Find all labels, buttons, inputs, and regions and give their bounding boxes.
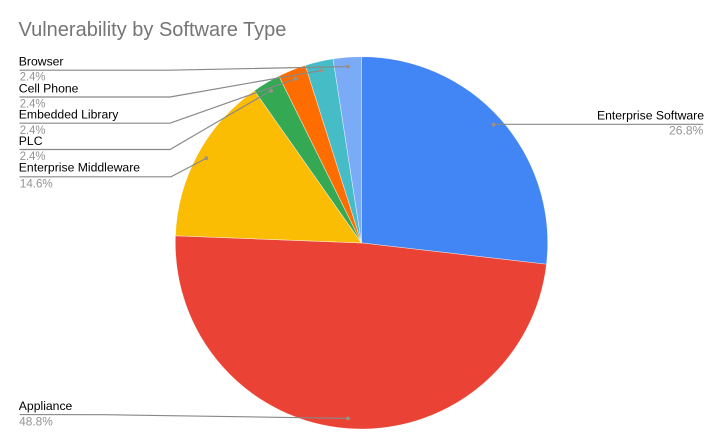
- svg-text:2.4%: 2.4%: [20, 151, 46, 163]
- svg-text:Appliance: Appliance: [19, 399, 73, 413]
- svg-text:Browser: Browser: [19, 55, 64, 69]
- svg-text:Enterprise Software: Enterprise Software: [597, 108, 704, 122]
- svg-text:Cell Phone: Cell Phone: [19, 81, 79, 95]
- svg-text:2.4%: 2.4%: [20, 99, 46, 111]
- svg-text:48.8%: 48.8%: [19, 416, 53, 428]
- svg-text:26.8%: 26.8%: [669, 126, 703, 138]
- svg-text:Vulnerability by Software Type: Vulnerability by Software Type: [19, 19, 287, 41]
- svg-text:Enterprise Middleware: Enterprise Middleware: [19, 160, 140, 174]
- svg-text:Embedded Library: Embedded Library: [19, 108, 119, 122]
- svg-text:2.4%: 2.4%: [20, 125, 46, 137]
- svg-text:PLC: PLC: [19, 134, 43, 148]
- svg-text:14.6%: 14.6%: [20, 179, 53, 191]
- svg-text:2.4%: 2.4%: [20, 72, 46, 84]
